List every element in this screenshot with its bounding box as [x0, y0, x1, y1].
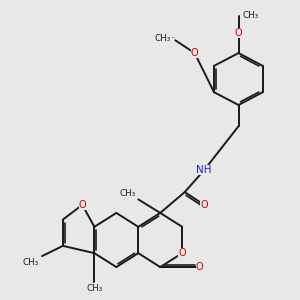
- Text: CH₃: CH₃: [243, 11, 259, 20]
- Text: O: O: [235, 28, 242, 38]
- Text: O: O: [200, 200, 208, 210]
- Text: O: O: [79, 200, 86, 210]
- Text: O: O: [191, 48, 198, 58]
- Text: NH: NH: [196, 165, 212, 175]
- Text: CH₃: CH₃: [154, 34, 171, 43]
- Text: O: O: [178, 248, 186, 258]
- Text: CH₃: CH₃: [23, 258, 39, 267]
- Text: O: O: [196, 262, 203, 272]
- Text: CH₃: CH₃: [86, 284, 103, 293]
- Text: CH₃: CH₃: [119, 189, 135, 198]
